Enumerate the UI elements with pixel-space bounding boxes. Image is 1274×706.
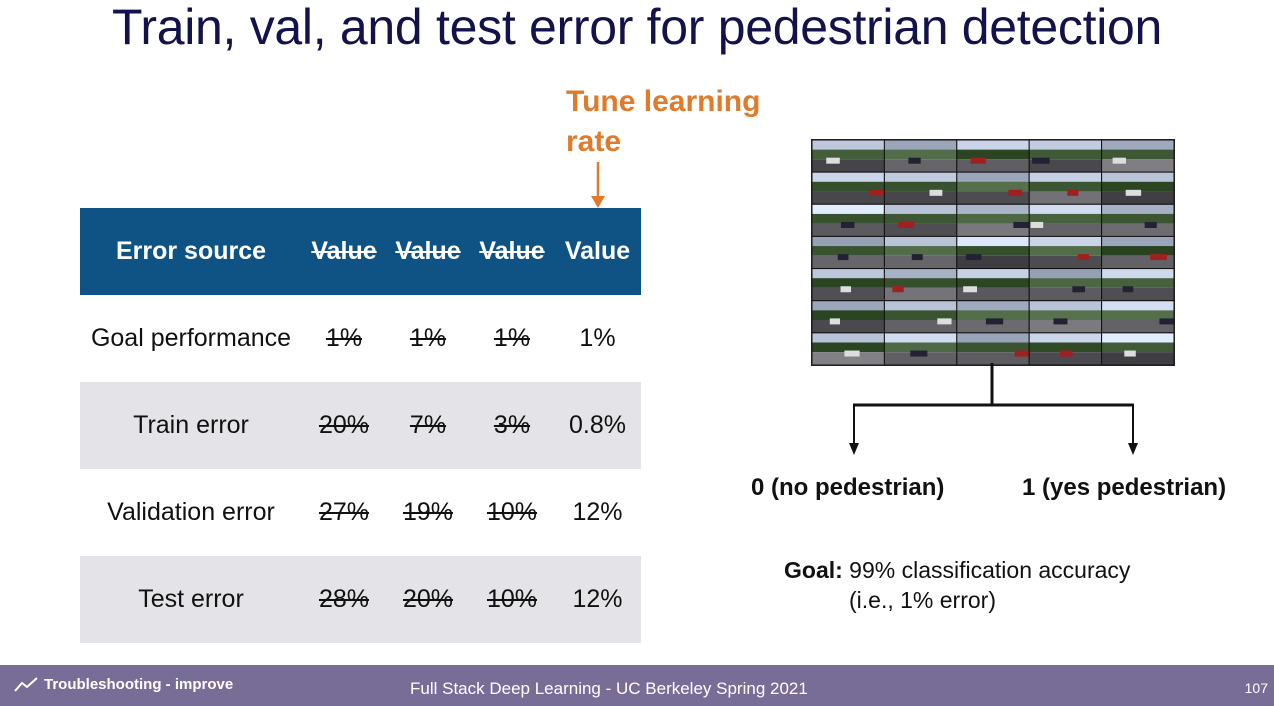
cell-value: 28% — [302, 556, 386, 643]
cell-value: 20% — [386, 556, 470, 643]
mosaic-tile — [1101, 140, 1174, 173]
mosaic-tile — [956, 332, 1030, 365]
down-arrow-icon — [591, 162, 605, 208]
header-value: Value — [302, 208, 386, 295]
cell-value-current: 0.8% — [554, 382, 641, 469]
goal-subtext: (i.e., 1% error) — [849, 587, 996, 613]
mosaic-tile — [883, 203, 958, 237]
mosaic-tile — [956, 171, 1030, 205]
mosaic-tile — [883, 235, 958, 270]
cell-value: 1% — [325, 324, 363, 352]
table-row: Validation error 27% 19% 10% 12% — [80, 469, 641, 556]
footer-section: Troubleshooting - improve — [14, 676, 233, 693]
callout-text: Tune learning rate — [566, 85, 761, 158]
mosaic-tile — [812, 332, 885, 365]
cell-value-current: 12% — [572, 498, 623, 526]
slide-footer: Troubleshooting - improve Full Stack Dee… — [0, 665, 1274, 706]
error-table: Error source Value Value Value Value Goa… — [80, 208, 641, 643]
mosaic-tile — [1028, 140, 1103, 173]
table-row: Train error 20% 7% 3% 0.8% — [80, 382, 641, 469]
mosaic-tile — [812, 140, 885, 173]
street-images-mosaic — [811, 139, 1175, 366]
mosaic-tile — [1028, 235, 1103, 270]
cell-value: 7% — [386, 382, 470, 469]
table-header-row: Error source Value Value Value Value — [80, 208, 641, 295]
footer-section-label: Troubleshooting - improve — [44, 676, 234, 693]
mosaic-tile — [956, 268, 1030, 302]
mosaic-tile — [956, 235, 1030, 270]
mosaic-tile — [812, 171, 885, 205]
mosaic-tile — [956, 140, 1030, 173]
mosaic-tile — [883, 300, 958, 334]
mosaic-tile — [883, 140, 958, 173]
mosaic-tile — [1101, 171, 1174, 205]
cell-value-current: 1% — [579, 324, 616, 352]
mosaic-tile — [1101, 332, 1174, 365]
footer-course: Full Stack Deep Learning - UC Berkeley S… — [410, 679, 808, 698]
header-value-current: Value — [554, 208, 641, 295]
classification-tree-arrows — [849, 363, 1138, 455]
mosaic-tile — [1101, 203, 1174, 237]
mosaic-tile — [1028, 171, 1103, 205]
header-value: Value — [470, 208, 554, 295]
mosaic-tile — [1101, 268, 1174, 302]
cell-value: 1% — [493, 324, 531, 352]
cell-value: 20% — [302, 382, 386, 469]
mosaic-tile — [812, 300, 885, 334]
mosaic-tile — [1028, 268, 1103, 302]
mosaic-tile — [1028, 300, 1103, 334]
cell-value: 1% — [409, 324, 447, 352]
header-error-source: Error source — [80, 208, 302, 295]
goal-label: Goal: — [784, 557, 843, 583]
mosaic-tile — [1028, 332, 1103, 365]
row-label: Test error — [80, 556, 302, 643]
cell-value: 3% — [470, 382, 554, 469]
mosaic-tile — [956, 203, 1031, 237]
mosaic-tile — [1101, 300, 1174, 334]
cell-value: 27% — [318, 498, 370, 526]
mosaic-tile — [883, 268, 958, 302]
row-label: Validation error — [107, 498, 275, 526]
cell-value: 10% — [486, 498, 538, 526]
mosaic-tile — [1028, 203, 1103, 237]
class-0-label: 0 (no pedestrian) — [751, 474, 945, 501]
cell-value-current: 12% — [554, 556, 641, 643]
row-label: Goal performance — [90, 324, 292, 352]
goal-statement: Goal: 99% classification accuracy (i.e.,… — [784, 555, 1130, 615]
slide-title: Train, val, and test error for pedestria… — [111, 0, 1163, 55]
table-row: Goal performance 1% 1% 1% 1% — [80, 295, 641, 382]
goal-text: 99% classification accuracy — [849, 557, 1131, 583]
cell-value: 19% — [402, 498, 454, 526]
table-row: Test error 28% 20% 10% 12% — [80, 556, 641, 643]
mosaic-tile — [883, 332, 958, 365]
mosaic-tile — [812, 235, 885, 270]
mosaic-tile — [956, 300, 1030, 334]
cell-value: 10% — [470, 556, 554, 643]
class-1-label: 1 (yes pedestrian) — [1022, 474, 1227, 501]
mosaic-tile — [1101, 235, 1174, 270]
header-value: Value — [386, 208, 470, 295]
page-number: 107 — [1244, 680, 1268, 696]
trend-line-icon — [14, 677, 38, 692]
mosaic-tile — [812, 268, 885, 302]
mosaic-tile — [812, 203, 885, 237]
row-label: Train error — [80, 382, 302, 469]
mosaic-tile — [883, 171, 958, 205]
